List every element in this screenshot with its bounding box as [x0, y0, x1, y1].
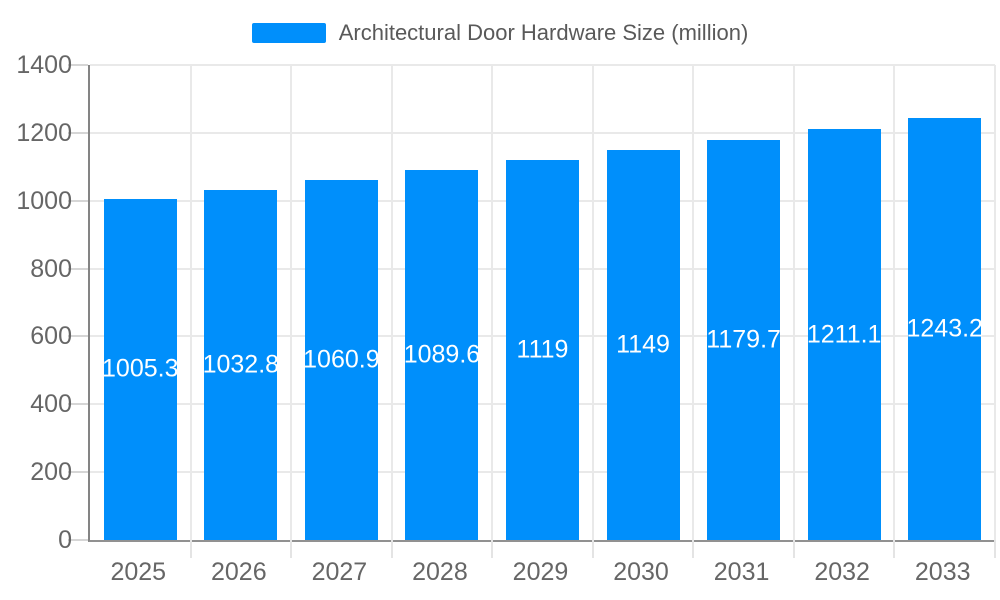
x-axis-tick [792, 540, 795, 558]
legend-marker-icon [251, 23, 326, 43]
vertical-gridline [189, 65, 192, 540]
plot-area: 1005.3 1032.8 1060.9 1089.6 1119 1149 1179.7 12… [68, 64, 996, 558]
x-axis-tick [390, 540, 393, 558]
bar-value-label: 1032.8 [202, 350, 280, 379]
horizontal-gridline [90, 64, 995, 66]
y-axis-tick-label: 0 [58, 526, 72, 554]
vertical-gridline [390, 65, 393, 540]
bar-value-label: 1179.7 [706, 325, 781, 354]
y-axis-tick [68, 471, 88, 474]
horizontal-gridline [90, 131, 995, 134]
vertical-gridline [792, 65, 795, 540]
x-axis-tick [591, 540, 594, 558]
y-axis-tick-label: 1000 [16, 186, 72, 215]
legend-item[interactable]: Architectural Door Hardware Size (millio… [251, 20, 749, 46]
x-axis-tick-label: 2032 [814, 558, 870, 586]
bar-value-label: 1243.2 [906, 314, 983, 343]
y-axis-tick [68, 199, 88, 202]
x-axis-tick-label: 2025 [110, 558, 167, 586]
y-axis-tick-label: 600 [30, 322, 72, 351]
bar[interactable]: 1243.2 [906, 118, 983, 540]
bar[interactable]: 1060.9 [303, 180, 380, 540]
y-axis: 0 200 400 600 800 1000 1200 1400 [0, 0, 72, 600]
y-axis-tick [68, 131, 88, 134]
y-axis-tick [68, 267, 88, 270]
bar[interactable]: 1149 [606, 150, 680, 540]
x-axis-tick [491, 540, 494, 558]
y-axis-tick-label: 800 [30, 254, 72, 283]
y-axis-tick [68, 64, 88, 66]
chart-legend: Architectural Door Hardware Size (millio… [0, 20, 1000, 46]
x-axis-tick-label: 2030 [613, 558, 669, 586]
x-axis-tick [290, 540, 293, 558]
bar-value-label: 1005.3 [102, 354, 179, 383]
x-axis-tick [692, 540, 695, 558]
y-axis-tick-label: 400 [30, 390, 72, 419]
y-axis-tick-label: 200 [30, 458, 72, 487]
bar-value-label: 1089.6 [403, 340, 481, 369]
y-axis-tick [68, 539, 88, 541]
vertical-gridline [491, 65, 494, 540]
x-axis-tick [189, 540, 192, 558]
bar[interactable]: 1032.8 [202, 189, 280, 540]
x-axis-tick-label: 2028 [412, 558, 468, 586]
x-axis-tick-label: 2033 [914, 558, 971, 586]
x-axis-tick-label: 2031 [713, 558, 770, 586]
vertical-gridline [994, 65, 996, 540]
bar-value-label: 1211.1 [806, 320, 882, 349]
bar-value-label: 1060.9 [303, 345, 380, 374]
bar[interactable]: 1005.3 [102, 198, 179, 540]
bar[interactable]: 1089.6 [403, 170, 481, 540]
x-axis-tick [994, 540, 996, 558]
bar-value-label: 1149 [616, 330, 670, 359]
vertical-gridline [290, 65, 293, 540]
x-axis: 2025 2026 2027 2028 2029 2030 2031 2032 2033 [88, 556, 993, 588]
legend-label: Architectural Door Hardware Size (millio… [338, 20, 749, 45]
y-axis-tick-label: 1200 [16, 118, 72, 147]
x-axis-tick-label: 2026 [211, 558, 267, 586]
vertical-gridline [893, 65, 896, 540]
bar[interactable]: 1211.1 [806, 129, 882, 540]
vertical-gridline [591, 65, 594, 540]
y-axis-tick [68, 335, 88, 338]
y-axis-tick-label: 1400 [16, 51, 72, 79]
x-axis-tick [893, 540, 896, 558]
bar[interactable]: 1179.7 [706, 139, 781, 540]
x-axis-tick-label: 2027 [311, 558, 368, 586]
bar[interactable]: 1119 [506, 160, 579, 540]
vertical-gridline [692, 65, 695, 540]
x-axis-tick-label: 2029 [512, 558, 569, 586]
bar-value-label: 1119 [516, 335, 569, 364]
y-axis-tick [68, 403, 88, 406]
